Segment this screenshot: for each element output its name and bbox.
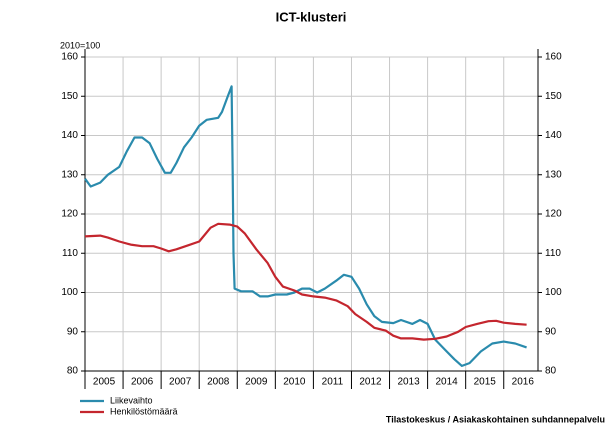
y-tick-label: 150: [61, 91, 78, 102]
x-tick-label: 2006: [131, 377, 154, 388]
y2-tick-label: 90: [545, 326, 557, 337]
y-tick-label: 160: [61, 52, 78, 63]
y2-tick-label: 100: [545, 287, 562, 298]
legend-label: Henkilöstömäärä: [110, 406, 178, 416]
x-tick-label: 2016: [512, 377, 535, 388]
y-tick-label: 140: [61, 130, 78, 141]
x-tick-label: 2007: [169, 377, 192, 388]
series-line: [84, 222, 527, 341]
y2-tick-label: 150: [545, 91, 562, 102]
x-tick-label: 2011: [322, 377, 344, 388]
y2-tick-label: 80: [545, 366, 557, 377]
y2-tick-label: 160: [545, 52, 562, 63]
source: Tilastokeskus / Asiakaskohtainen suhdann…: [386, 414, 605, 424]
chart-title: ICT-klusteri: [276, 9, 347, 24]
y-tick-label: 80: [67, 366, 79, 377]
x-tick-label: 2012: [359, 377, 382, 388]
y2-tick-label: 110: [545, 248, 561, 259]
x-tick-label: 2010: [283, 377, 306, 388]
y-tick-label: 100: [61, 287, 78, 298]
y2-tick-label: 140: [545, 130, 562, 141]
y-tick-label: 120: [61, 209, 78, 220]
y-unit-label: 2010=100: [60, 40, 100, 50]
x-tick-label: 2008: [207, 377, 230, 388]
y-tick-label: 130: [61, 169, 78, 180]
x-tick-label: 2015: [474, 377, 497, 388]
x-tick-label: 2014: [436, 377, 459, 388]
series-line: [84, 85, 527, 367]
y2-tick-label: 120: [545, 209, 562, 220]
y2-tick-label: 130: [545, 169, 562, 180]
legend-label: Liikevaihto: [110, 395, 153, 405]
x-tick-label: 2005: [93, 377, 116, 388]
y-tick-label: 90: [67, 326, 79, 337]
x-tick-label: 2009: [245, 377, 268, 388]
x-tick-label: 2013: [397, 377, 420, 388]
y-tick-label: 110: [62, 248, 78, 259]
